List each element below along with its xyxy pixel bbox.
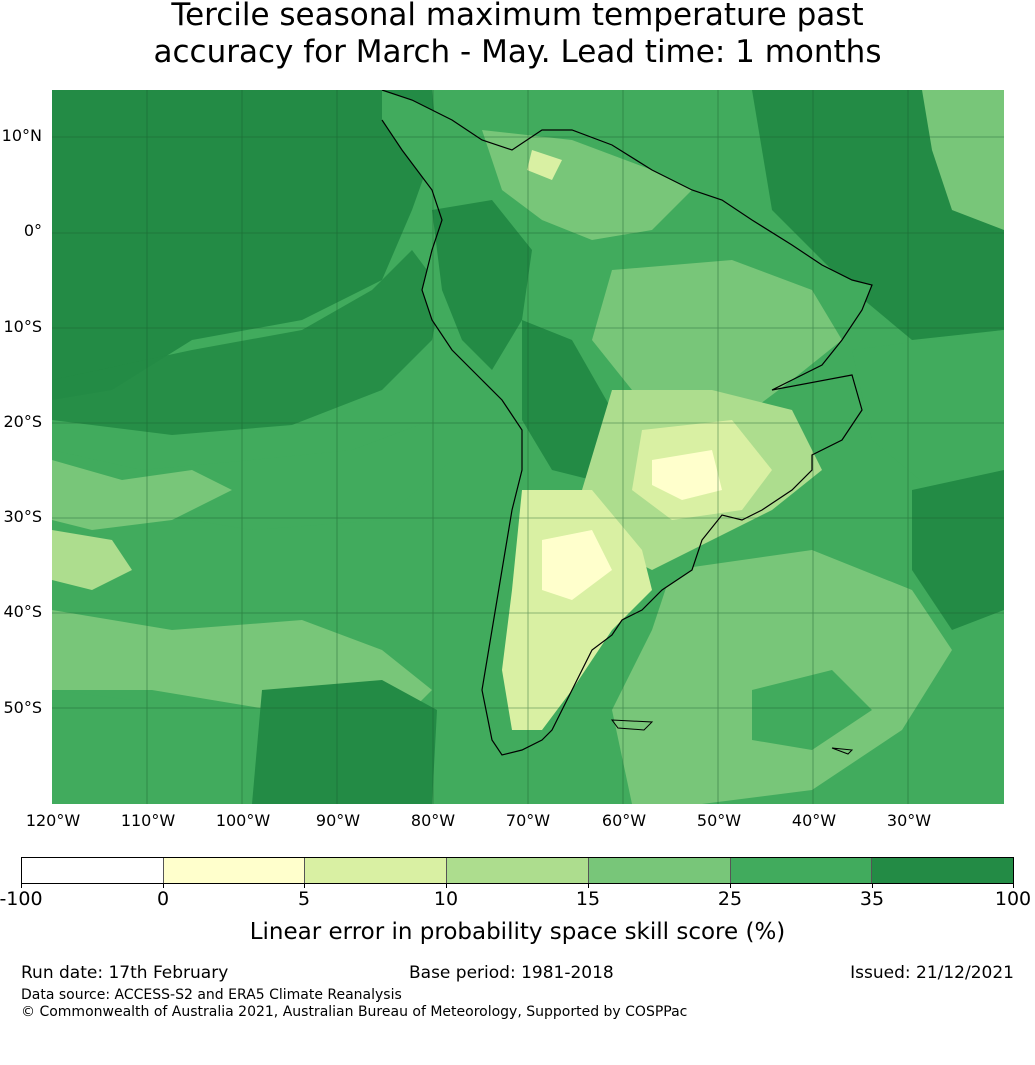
bolivia-dark-zone xyxy=(522,320,612,480)
colorbar-tickmark xyxy=(304,884,305,888)
colorbar-tick-minus-100: -100 xyxy=(0,888,43,910)
lon-label-30w: 30°W xyxy=(886,811,932,830)
colorbar-tickmark xyxy=(1013,884,1014,888)
amazon-light-zone xyxy=(592,260,842,410)
venezuela-bright-patch xyxy=(527,150,562,180)
colorbar-segment-5 xyxy=(588,858,731,883)
argentina-pale-zone xyxy=(502,490,652,730)
colorbar-tick-25: 25 xyxy=(717,888,743,910)
lat-label-40s: 40°S xyxy=(3,602,42,621)
colorbar-segment-7 xyxy=(872,858,1014,883)
lon-label-110w: 110°W xyxy=(120,811,176,830)
colorbar-segment-6 xyxy=(730,858,873,883)
lon-label-120w: 120°W xyxy=(25,811,81,830)
colorbar-tick-5: 5 xyxy=(297,888,311,910)
colorbar-label: Linear error in probability space skill … xyxy=(249,919,786,945)
lat-label-20s: 20°S xyxy=(3,412,42,431)
colorbar-segment-3 xyxy=(305,858,448,883)
colorbar-tickmark xyxy=(730,884,731,888)
lon-label-40w: 40°W xyxy=(791,811,837,830)
lat-label-10n: 10°N xyxy=(1,126,42,145)
lat-label-30s: 30°S xyxy=(3,507,42,526)
colorbar-segment-1 xyxy=(22,858,164,883)
colorbar-tickmark xyxy=(446,884,447,888)
lon-label-70w: 70°W xyxy=(505,811,551,830)
base-period: Base period: 1981-2018 xyxy=(409,963,614,983)
colorbar-tick-10: 10 xyxy=(433,888,459,910)
atlantic-south-light-zone xyxy=(612,550,952,804)
skill-score-map xyxy=(52,90,1004,804)
lon-label-80w: 80°W xyxy=(410,811,456,830)
atlantic-north-light-zone xyxy=(922,90,1004,230)
graticule xyxy=(52,90,1004,804)
pacific-light-zone-2 xyxy=(52,530,132,590)
copyright-notice: © Commonwealth of Australia 2021, Austra… xyxy=(21,1004,688,1020)
map-canvas xyxy=(52,90,1004,804)
colorbar-tick-0: 0 xyxy=(156,888,170,910)
pacific-south-dark-zone xyxy=(252,680,437,804)
atlantic-east-dark-zone xyxy=(912,470,1004,630)
data-source: Data source: ACCESS-S2 and ERA5 Climate … xyxy=(21,987,402,1003)
colorbar-tick-15: 15 xyxy=(575,888,601,910)
issued-date: Issued: 21/12/2021 xyxy=(850,963,1014,983)
pacific-north-dark-zone xyxy=(52,90,437,400)
colorbar-segment-4 xyxy=(447,858,589,883)
lat-label-50s: 50°S xyxy=(3,698,42,717)
falkland-islands-outline xyxy=(610,719,654,731)
colorbar-tick-100: 100 xyxy=(994,888,1032,910)
argentina-brightest-patch xyxy=(542,530,612,600)
south-georgia-outline xyxy=(831,747,854,755)
lon-label-60w: 60°W xyxy=(601,811,647,830)
pacific-mid-dark-zone xyxy=(52,250,442,435)
lat-label-0: 0° xyxy=(23,221,42,240)
pacific-light-zone-1 xyxy=(52,460,232,530)
colorbar-tickmark xyxy=(588,884,589,888)
run-date: Run date: 17th February xyxy=(21,963,229,983)
colorbar-tickmark xyxy=(21,884,22,888)
coastline-shape xyxy=(381,90,873,756)
map-title-line-2: accuracy for March - May. Lead time: 1 m… xyxy=(153,34,882,70)
lat-label-10s: 10°S xyxy=(3,317,42,336)
colorbar-tickmark xyxy=(872,884,873,888)
colorbar-tick-35: 35 xyxy=(859,888,885,910)
south-brazil-brightest-patch xyxy=(652,450,722,500)
colorbar xyxy=(21,857,1014,884)
lon-label-100w: 100°W xyxy=(215,811,271,830)
lon-label-50w: 50°W xyxy=(696,811,742,830)
atlantic-mid-zone xyxy=(852,330,1004,490)
colorbar-tickmark xyxy=(163,884,164,888)
colorbar-segment-2 xyxy=(163,858,306,883)
map-title-line-1: Tercile seasonal maximum temperature pas… xyxy=(171,0,864,33)
atlantic-south-patch xyxy=(752,670,872,750)
lon-label-90w: 90°W xyxy=(315,811,361,830)
andes-dark-zone xyxy=(432,200,532,370)
